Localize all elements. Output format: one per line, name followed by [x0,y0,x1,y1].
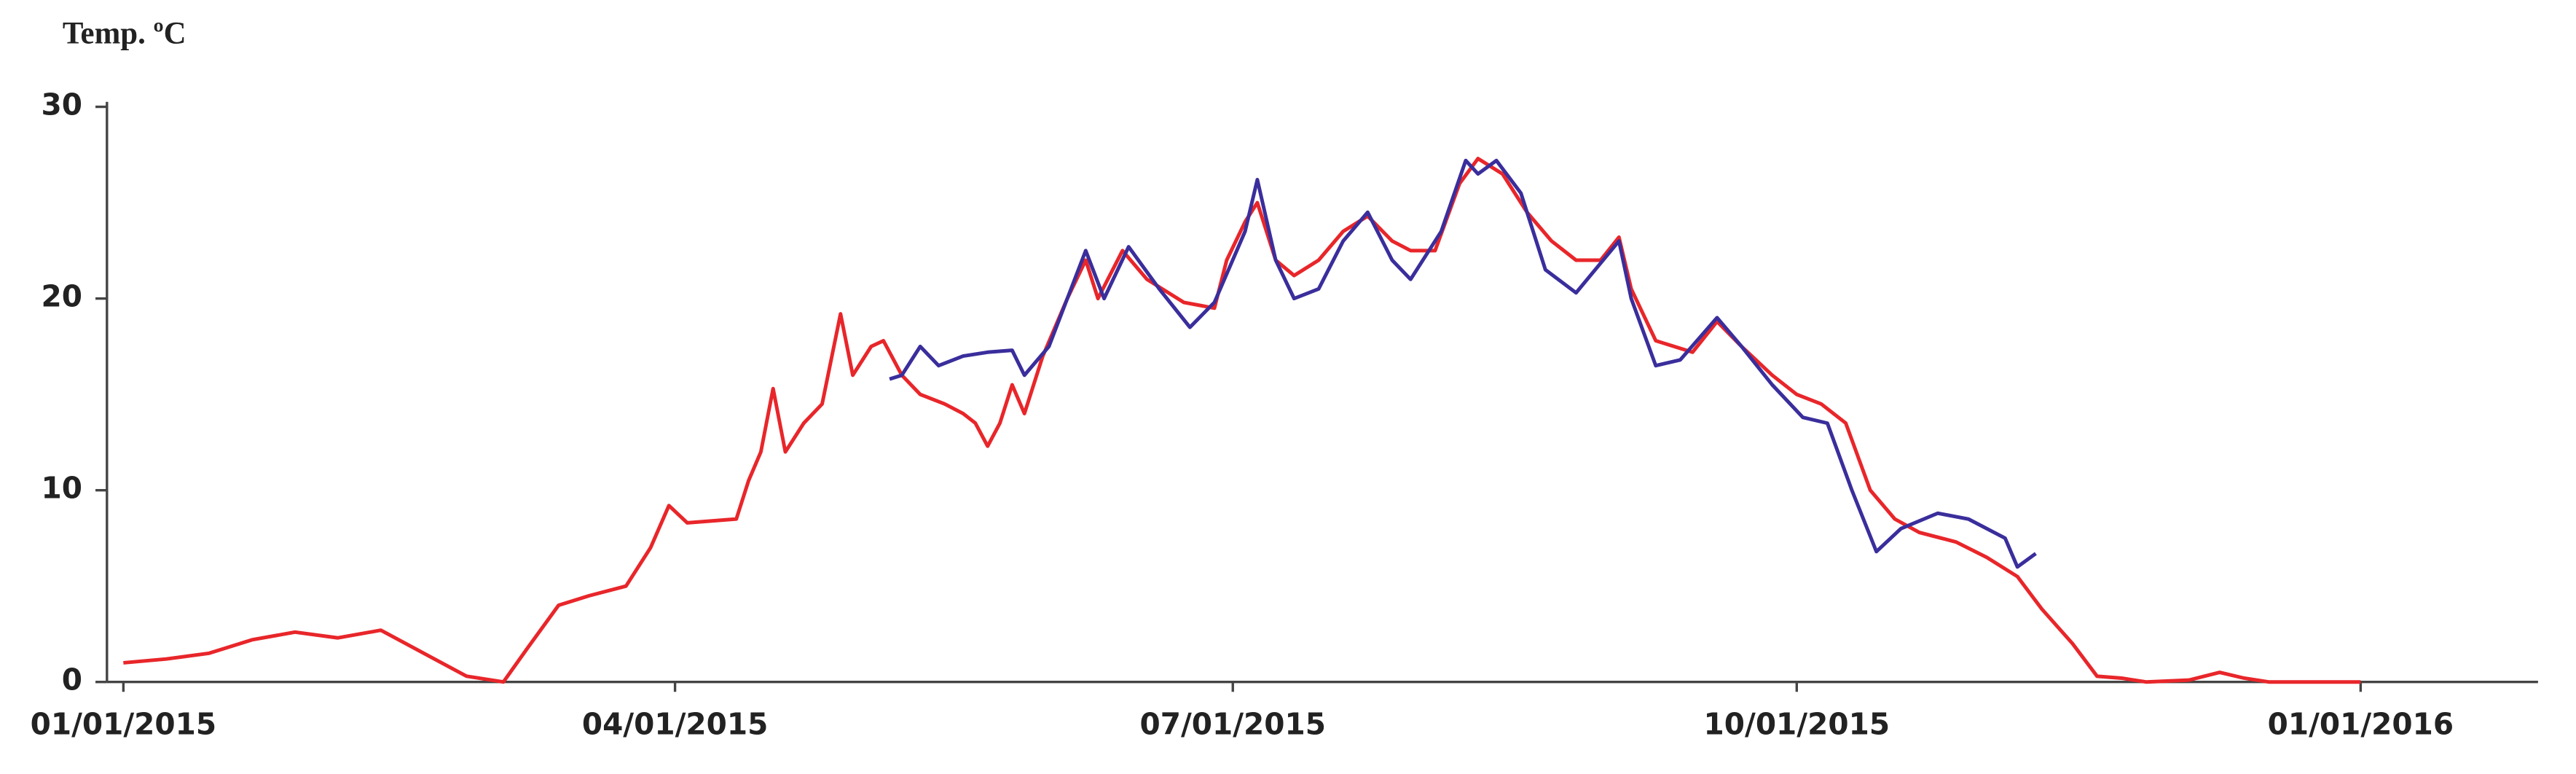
x-tick-label: 01/01/2015 [31,707,217,742]
x-tick-label: 07/01/2015 [1139,707,1326,742]
series-line [123,157,2361,684]
y-axis-title: Temp. ºC [63,16,186,50]
x-tick-label: 04/01/2015 [582,707,769,742]
y-tick-label: 0 [62,662,82,697]
x-tick-label: 10/01/2015 [1704,707,1890,742]
y-tick-label: 10 [42,471,82,506]
x-tick-label: 01/01/2016 [2268,707,2454,742]
series-line [889,158,2037,569]
y-tick-label: 30 [42,87,82,122]
y-tick-label: 20 [42,279,82,314]
